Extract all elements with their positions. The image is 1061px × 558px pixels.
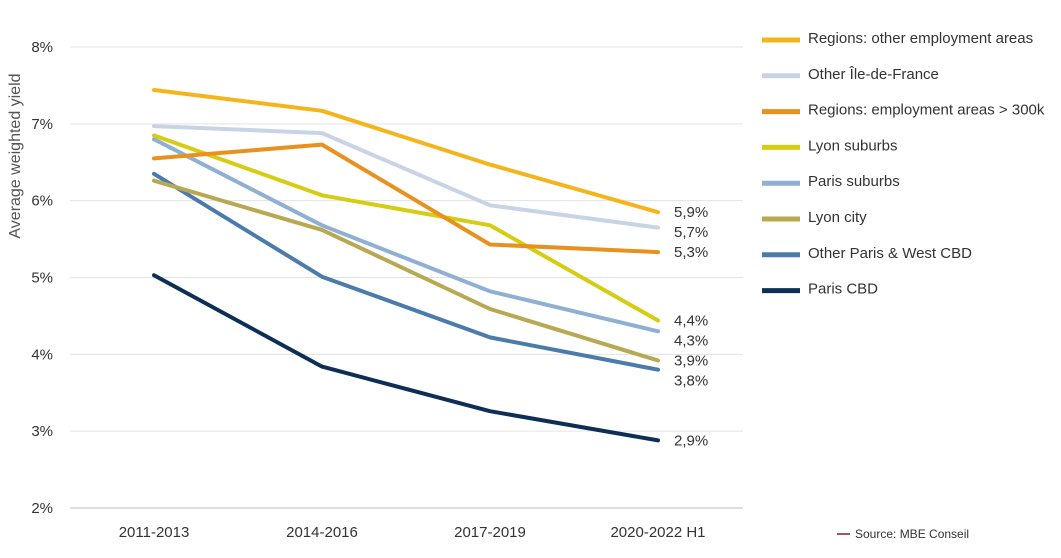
y-tick-label: 6% — [31, 193, 53, 210]
legend-item: Paris CBD — [762, 281, 878, 298]
series-3 — [154, 135, 658, 320]
legend-label: Regions: employment areas > 300k — [808, 102, 1045, 119]
y-tick-label: 8% — [31, 39, 53, 56]
legend-label: Other Paris & West CBD — [808, 245, 972, 262]
end-value-labels: 5,9% 5,7% 5,3% 4,4% 4,3% 3,9% 3,8% 2,9% — [674, 204, 708, 449]
y-tick-label: 5% — [31, 270, 53, 287]
x-tick-label: 2020-2022 H1 — [610, 524, 705, 541]
series-5 — [154, 181, 658, 361]
legend-item: Lyon suburbs — [762, 137, 898, 154]
series-lines — [154, 90, 658, 441]
end-value-label: 3,8% — [674, 373, 708, 390]
x-tick-label: 2014-2016 — [286, 524, 358, 541]
x-axis-ticks: 2011-2013 2014-2016 2017-2019 2020-2022 H1 — [119, 524, 706, 541]
y-tick-label: 2% — [31, 500, 53, 517]
legend-item: Lyon city — [762, 209, 867, 226]
legend-item: Regions: other employment areas — [762, 30, 1033, 47]
legend-label: Other Île-de-France — [808, 66, 939, 83]
end-value-label: 4,3% — [674, 333, 708, 350]
legend-item: Other Île-de-France — [762, 66, 939, 83]
legend-label: Paris CBD — [808, 281, 878, 298]
end-value-label: 4,4% — [674, 313, 708, 330]
legend-label: Lyon city — [808, 209, 867, 226]
legend-item: Other Paris & West CBD — [762, 245, 972, 262]
end-value-label: 5,7% — [674, 224, 708, 241]
legend-label: Lyon suburbs — [808, 137, 898, 154]
y-axis-title: Average weighted yield — [7, 73, 24, 238]
x-tick-label: 2017-2019 — [454, 524, 526, 541]
y-tick-label: 7% — [31, 116, 53, 133]
end-value-label: 5,9% — [674, 204, 708, 221]
end-value-label: 2,9% — [674, 432, 708, 449]
series-7 — [154, 275, 658, 440]
legend: Regions: other employment areas Other Île… — [762, 30, 1045, 298]
source-text: Source: MBE Conseil — [855, 527, 969, 541]
y-tick-label: 3% — [31, 423, 53, 440]
end-value-label: 5,3% — [674, 244, 708, 261]
source-note: Source: MBE Conseil — [837, 527, 969, 541]
legend-item: Regions: employment areas > 300k — [762, 102, 1045, 119]
series-line — [154, 135, 658, 320]
series-line — [154, 275, 658, 440]
series-line — [154, 181, 658, 361]
legend-label: Regions: other employment areas — [808, 30, 1033, 47]
y-tick-label: 4% — [31, 346, 53, 363]
legend-label: Paris suburbs — [808, 173, 900, 190]
legend-item: Paris suburbs — [762, 173, 900, 190]
end-value-label: 3,9% — [674, 353, 708, 370]
x-tick-label: 2011-2013 — [119, 524, 190, 541]
y-axis-ticks: 2% 3% 4% 5% 6% 7% 8% — [31, 39, 53, 517]
